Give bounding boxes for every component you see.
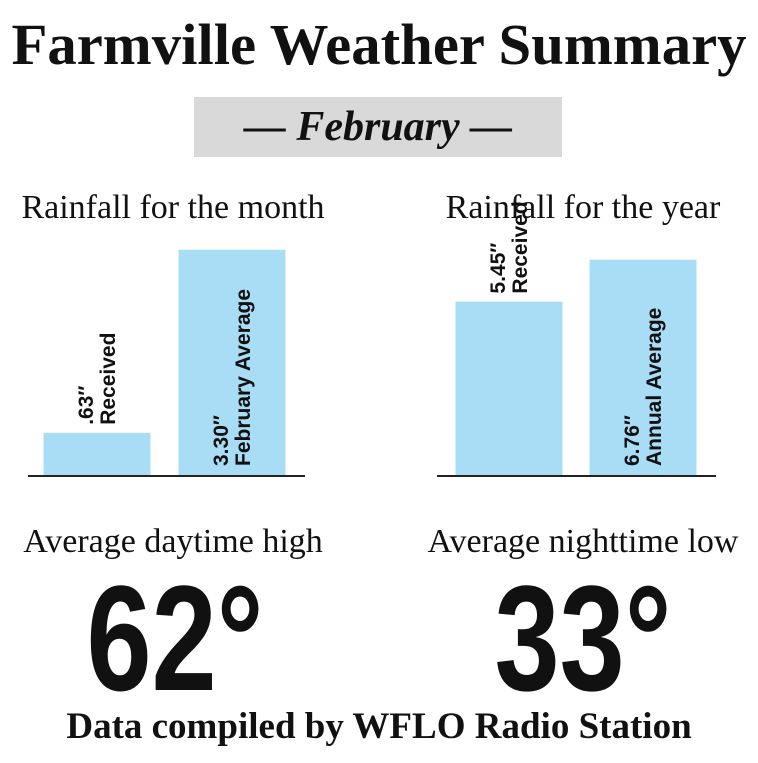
temperature-label: Average daytime high <box>23 523 323 560</box>
footer: Data compiled by WFLO Radio Station <box>66 706 692 747</box>
bar <box>455 301 563 476</box>
category-label: Annual Average <box>643 308 666 466</box>
bar <box>589 259 697 476</box>
category-label: Received <box>97 333 120 425</box>
title: Farmville Weather Summary <box>12 12 747 77</box>
temperature-label: Average nighttime low <box>428 523 739 560</box>
bar <box>43 432 151 476</box>
temperature-value: 33° <box>495 554 672 722</box>
value-label: 5.45″ <box>487 243 510 294</box>
value-label: 3.30″ <box>210 415 233 466</box>
bar <box>178 249 286 476</box>
category-label: Received <box>509 201 532 293</box>
subtitle-box <box>194 97 562 157</box>
chart-title: Rainfall for the month <box>21 189 324 226</box>
category-label: February Average <box>232 289 255 466</box>
value-label: 6.76″ <box>621 415 644 466</box>
subtitle: — February — <box>243 104 512 150</box>
value-label: .63″ <box>75 386 98 425</box>
temperature-value: 62° <box>87 554 264 722</box>
chart-title: Rainfall for the year <box>446 189 721 226</box>
